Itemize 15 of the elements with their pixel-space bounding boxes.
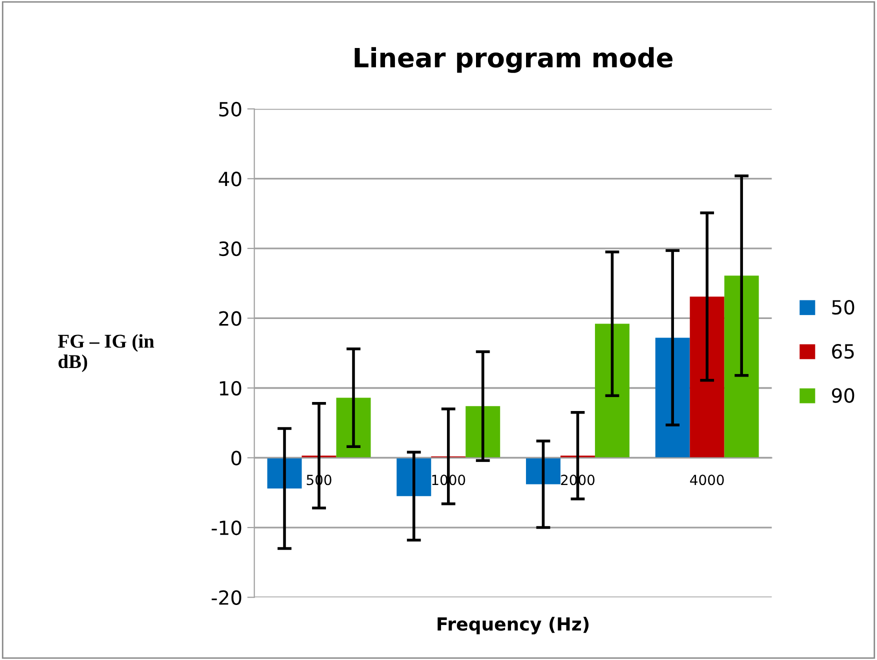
y-tick-label: 20 xyxy=(219,311,242,326)
legend-label: 65 xyxy=(832,344,854,359)
y-tick-label: -20 xyxy=(212,590,242,605)
x-axis-title: Frequency (Hz) xyxy=(438,616,589,634)
y-tick-label: 30 xyxy=(219,241,242,256)
y-tick-label: 10 xyxy=(220,380,242,396)
y-axis-title: FG – IG (in dB) xyxy=(58,334,154,372)
chart-title: Linear program mode xyxy=(354,47,672,73)
legend-label: 90 xyxy=(832,388,854,403)
legend-label: 50 xyxy=(832,300,854,315)
x-tick-label: 4000 xyxy=(690,474,724,486)
y-tick-label: -10 xyxy=(212,520,242,536)
y-tick-label: 40 xyxy=(218,172,242,186)
y-tick-label: 50 xyxy=(219,102,242,117)
y-tick-label: 0 xyxy=(231,450,242,466)
